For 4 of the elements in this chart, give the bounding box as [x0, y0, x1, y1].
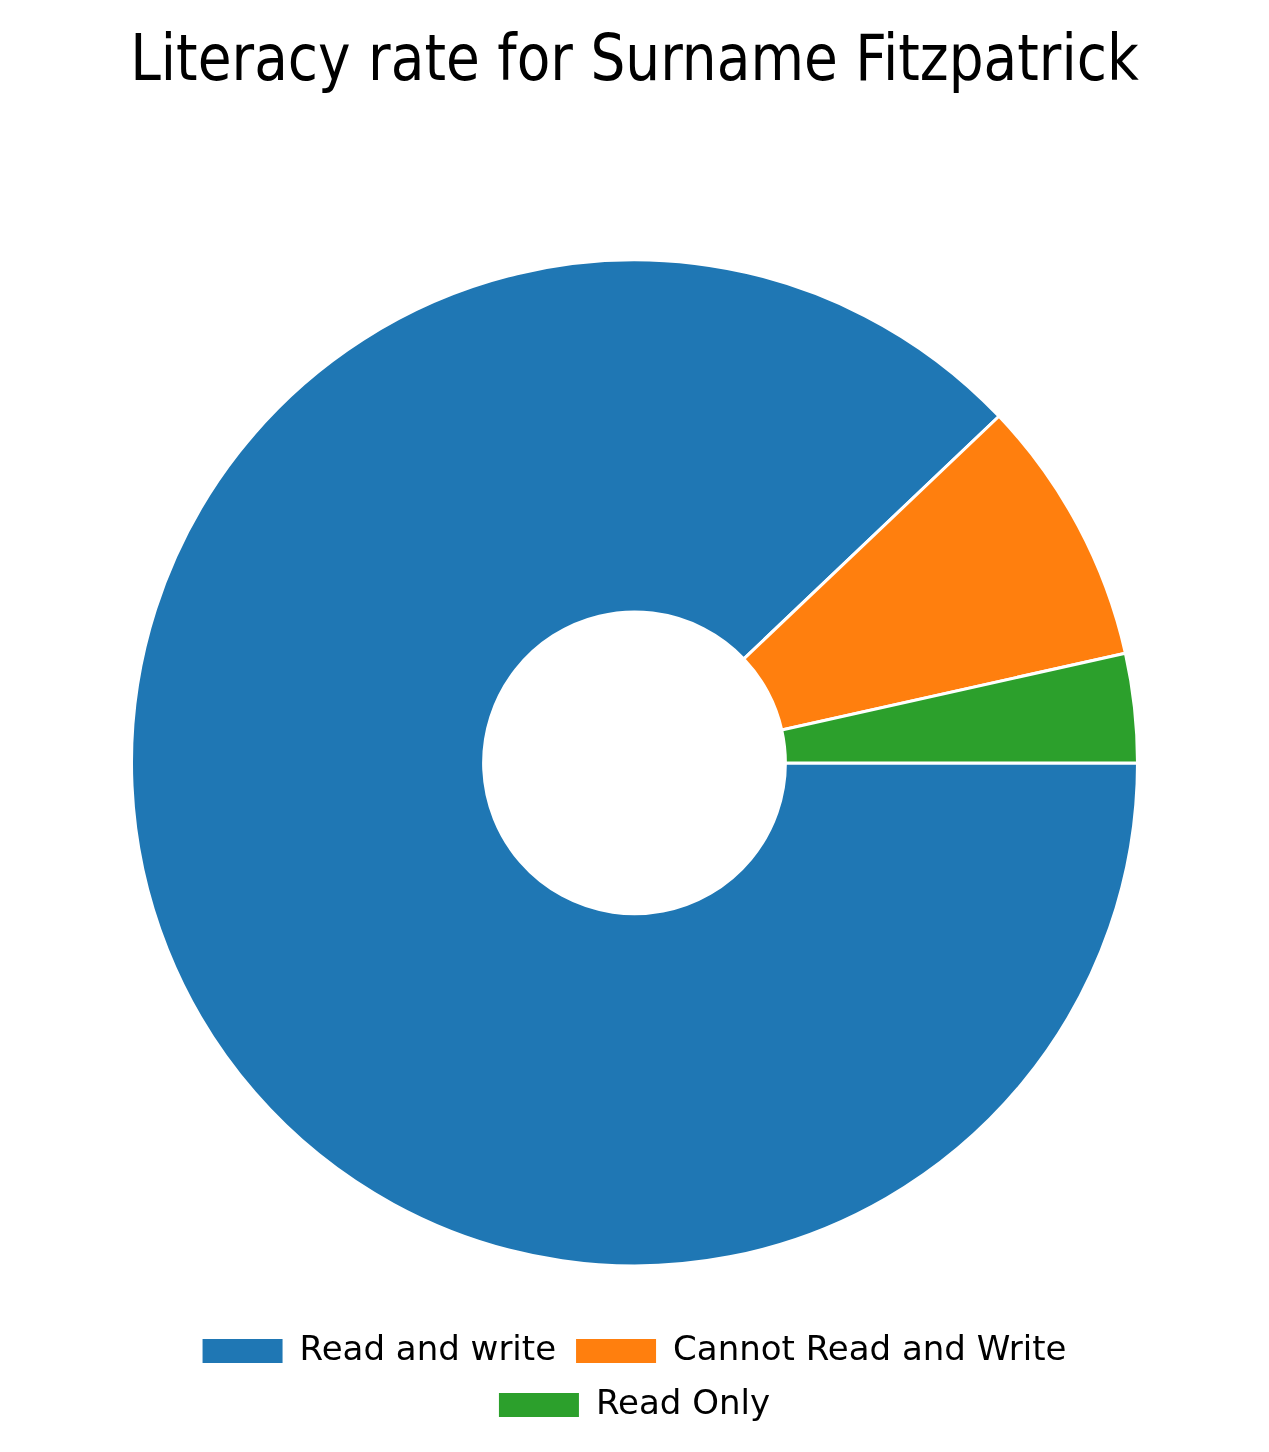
legend-label: Cannot Read and Write — [673, 1327, 1067, 1368]
chart-title: Literacy rate for Surname Fitzpatrick — [130, 21, 1140, 96]
legend-label: Read and write — [299, 1327, 557, 1368]
legend-label: Read Only — [595, 1381, 771, 1422]
